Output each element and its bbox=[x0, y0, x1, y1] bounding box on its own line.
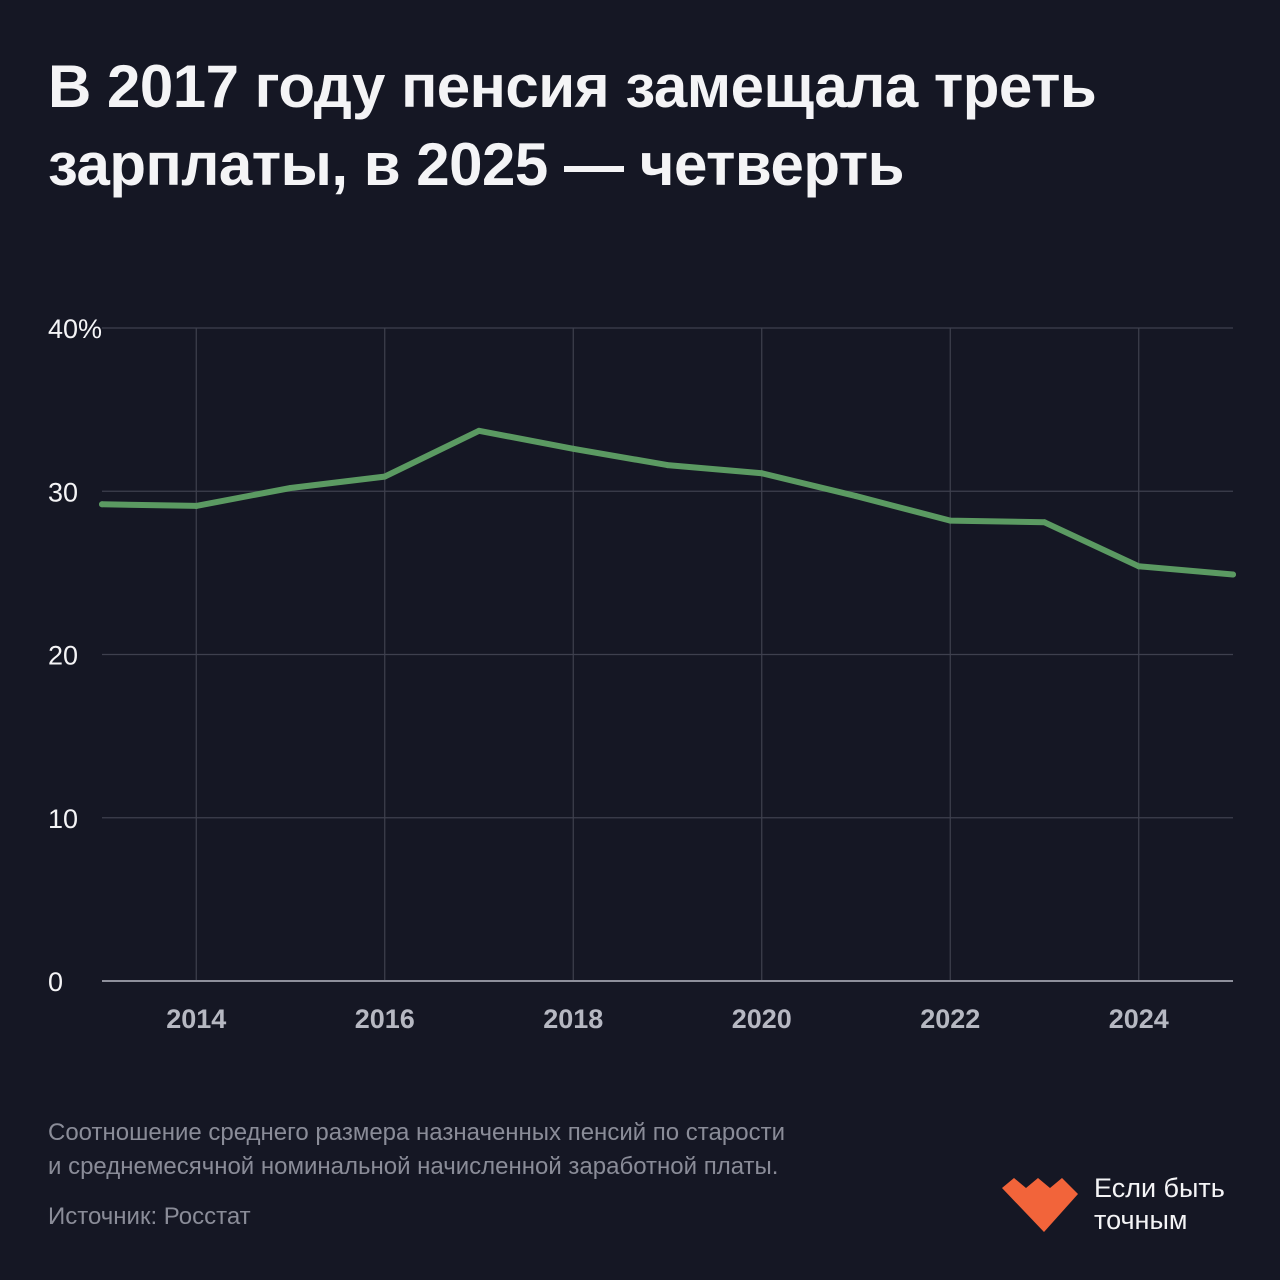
brand-name-line-2: точным bbox=[1094, 1205, 1188, 1235]
y-tick-label: 40% bbox=[48, 314, 102, 344]
x-tick-label: 2024 bbox=[1109, 1004, 1169, 1034]
data-point bbox=[476, 427, 482, 434]
footnote-line-1: Соотношение среднего размера назначенных… bbox=[48, 1119, 785, 1146]
x-tick-label: 2018 bbox=[543, 1004, 603, 1034]
x-tick-label: 2014 bbox=[166, 1004, 226, 1034]
brand-logo-icon bbox=[1002, 1178, 1078, 1232]
brand-name-line-1: Если быть bbox=[1094, 1173, 1225, 1203]
data-point bbox=[947, 517, 954, 524]
chart-title: В 2017 году пенсия замещала треть зарпла… bbox=[48, 48, 1228, 204]
data-point bbox=[1041, 519, 1048, 526]
data-point bbox=[193, 502, 200, 509]
x-tick-label: 2020 bbox=[732, 1004, 792, 1034]
x-tick-label: 2022 bbox=[920, 1004, 980, 1034]
footnote: Соотношение среднего размера назначенных… bbox=[48, 1116, 928, 1184]
line-chart: 0 10 20 30 40% 2014 2016 2018 2020 2022 2024 bbox=[48, 314, 1236, 1034]
y-tick-label: 30 bbox=[48, 477, 78, 507]
brand-logo: Если быть точным bbox=[1000, 1172, 1260, 1242]
series-line bbox=[99, 427, 1236, 578]
data-point bbox=[758, 470, 765, 477]
x-tick-label: 2016 bbox=[355, 1004, 415, 1034]
footnote-line-2: и среднемесячной номинальной начисленной… bbox=[48, 1153, 779, 1180]
tick-labels: 0 10 20 30 40% 2014 2016 2018 2020 2022 2024 bbox=[48, 314, 1169, 1034]
y-tick-label: 10 bbox=[48, 804, 78, 834]
data-point bbox=[99, 501, 105, 508]
grid-lines bbox=[102, 327, 1233, 981]
series-layer bbox=[99, 427, 1236, 578]
brand-name: Если быть точным bbox=[1094, 1172, 1225, 1236]
chart-title-line-1: В 2017 году пенсия замещала треть bbox=[48, 53, 1097, 120]
source-note: Источник: Росстат bbox=[48, 1203, 251, 1230]
data-point bbox=[1135, 563, 1142, 570]
data-point bbox=[381, 473, 388, 480]
y-tick-label: 20 bbox=[48, 641, 78, 671]
y-tick-label: 0 bbox=[48, 967, 63, 997]
data-point bbox=[853, 493, 859, 500]
data-point bbox=[287, 484, 294, 491]
data-point bbox=[664, 462, 671, 469]
data-point bbox=[1230, 571, 1236, 578]
chart-title-line-2: зарплаты, в 2025 — четверть bbox=[48, 131, 905, 198]
data-point bbox=[570, 445, 577, 452]
